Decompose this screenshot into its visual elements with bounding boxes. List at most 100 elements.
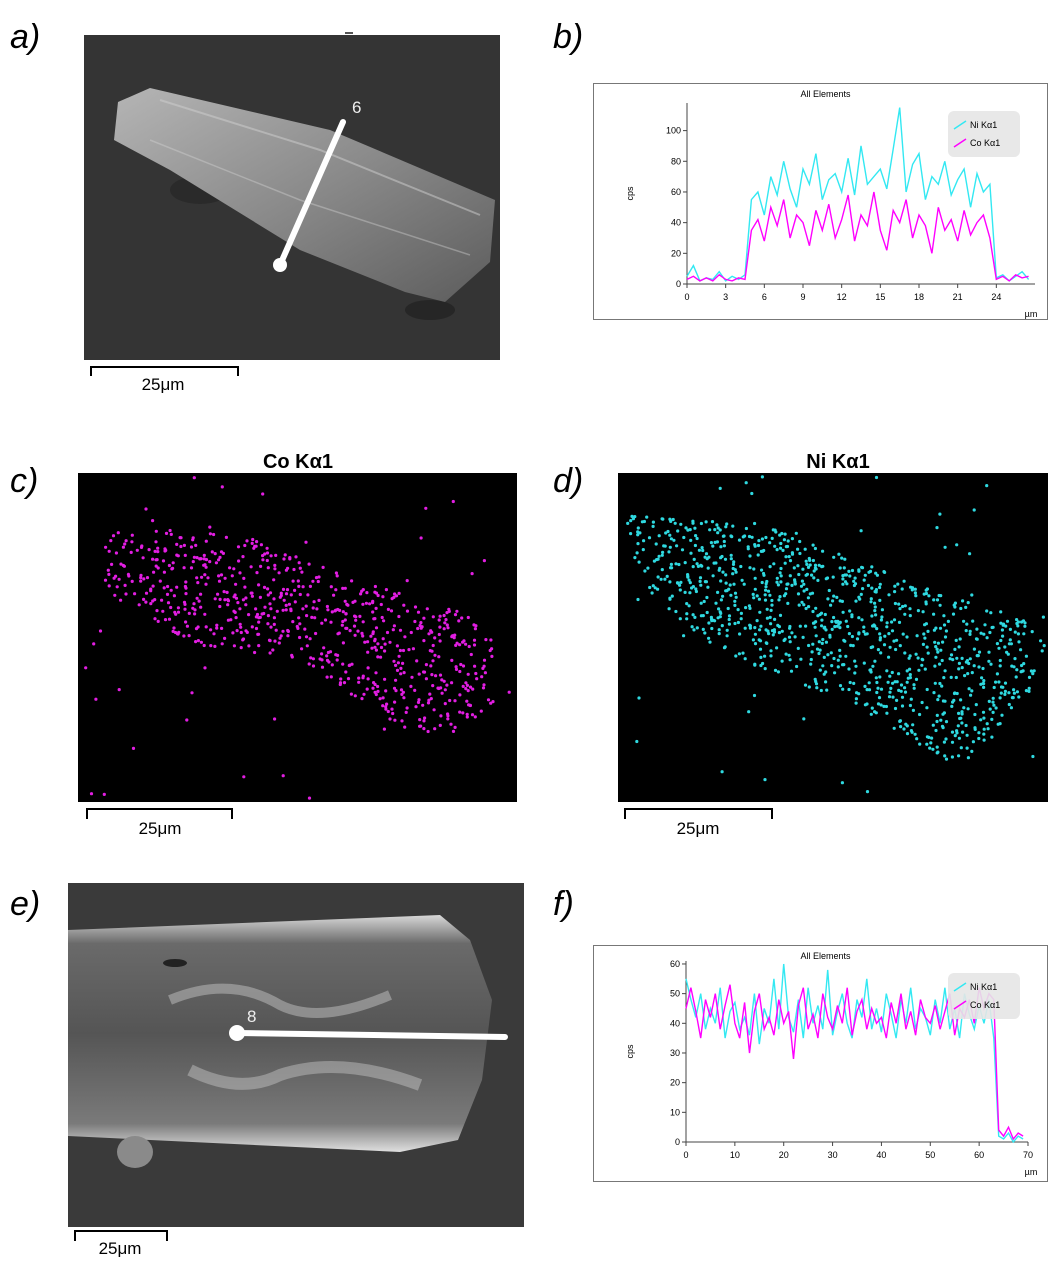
x-tick-label: 70 bbox=[1023, 1150, 1033, 1160]
eds-dot bbox=[997, 646, 1001, 650]
eds-dot bbox=[431, 684, 435, 688]
eds-dot bbox=[266, 587, 270, 591]
eds-dot bbox=[311, 657, 315, 661]
eds-dot bbox=[651, 520, 656, 524]
eds-dot bbox=[987, 699, 991, 704]
eds-dot bbox=[897, 672, 901, 676]
eds-dot bbox=[1019, 648, 1023, 652]
eds-dot bbox=[678, 588, 682, 592]
eds-dot bbox=[783, 561, 787, 565]
eds-dot bbox=[277, 571, 281, 575]
eds-dot bbox=[737, 652, 742, 656]
eds-dot bbox=[784, 587, 789, 591]
eds-dot bbox=[747, 534, 752, 539]
eds-dot bbox=[800, 600, 804, 604]
eds-dot bbox=[427, 632, 431, 636]
eds-dot bbox=[388, 640, 392, 644]
eds-dot bbox=[304, 540, 308, 544]
sem-particle bbox=[117, 1136, 153, 1168]
eds-dot bbox=[489, 638, 493, 642]
eds-dot bbox=[304, 604, 308, 608]
eds-dot bbox=[821, 664, 825, 668]
eds-dot bbox=[813, 563, 818, 567]
eds-dot bbox=[130, 579, 134, 584]
eds-dot bbox=[736, 620, 741, 625]
eds-dot bbox=[131, 746, 136, 751]
eds-dot bbox=[713, 540, 717, 545]
eds-dot bbox=[733, 621, 737, 626]
eds-dot bbox=[297, 584, 301, 589]
eds-dot bbox=[294, 555, 298, 559]
eds-dot bbox=[832, 555, 836, 559]
eds-dot bbox=[342, 681, 347, 685]
eds-dot bbox=[419, 536, 423, 540]
eds-dot bbox=[393, 700, 397, 704]
eds-dot bbox=[663, 544, 667, 548]
eds-dot bbox=[192, 602, 196, 606]
eds-dot bbox=[334, 571, 338, 575]
eds-dot bbox=[206, 576, 210, 580]
eds-dot bbox=[317, 598, 321, 603]
eds-dot bbox=[803, 547, 807, 551]
eds-dot bbox=[943, 669, 947, 673]
eds-dot bbox=[923, 623, 927, 627]
eds-dot bbox=[944, 629, 949, 633]
eds-dot bbox=[250, 594, 254, 598]
eds-dots bbox=[84, 476, 511, 800]
eds-dot bbox=[153, 598, 157, 602]
eds-dot bbox=[899, 683, 904, 687]
eds-dot bbox=[762, 573, 766, 577]
eds-dot bbox=[873, 605, 877, 609]
eds-dot bbox=[854, 697, 859, 701]
eds-dot bbox=[196, 639, 200, 643]
eds-dot bbox=[1030, 630, 1034, 634]
eds-dot bbox=[630, 514, 634, 519]
eds-dot bbox=[731, 566, 735, 571]
eds-dot bbox=[311, 664, 316, 668]
eds-dot bbox=[829, 651, 833, 655]
x-tick-label: 20 bbox=[779, 1150, 789, 1160]
legend-swatch bbox=[953, 982, 967, 992]
eds-dot bbox=[166, 584, 170, 589]
eds-dot bbox=[296, 579, 300, 583]
eds-dot bbox=[924, 602, 928, 606]
eds-dot bbox=[310, 615, 314, 620]
eds-dot bbox=[782, 638, 786, 643]
eds-dot bbox=[897, 620, 902, 625]
eds-dot bbox=[920, 657, 924, 661]
eds-dot bbox=[871, 645, 875, 649]
eds-dot bbox=[386, 709, 390, 714]
eds-dot bbox=[104, 545, 108, 549]
eds-dot bbox=[961, 730, 965, 734]
y-tick-label: 30 bbox=[670, 1048, 680, 1058]
eds-dot bbox=[410, 675, 414, 679]
eds-dot bbox=[938, 681, 942, 686]
eds-dot bbox=[103, 578, 108, 582]
eds-dot bbox=[887, 655, 891, 659]
eds-dot bbox=[289, 609, 293, 613]
eds-dot bbox=[752, 693, 757, 698]
eds-dot bbox=[656, 587, 660, 591]
eds-dot bbox=[998, 664, 1002, 668]
eds-dot bbox=[798, 551, 802, 556]
eds-dot bbox=[720, 770, 724, 774]
eds-dot bbox=[660, 553, 664, 557]
eds-dot bbox=[889, 686, 893, 691]
eds-dot bbox=[788, 574, 792, 578]
eds-dot bbox=[704, 580, 709, 584]
eds-dot bbox=[422, 616, 426, 620]
eds-dot bbox=[343, 599, 347, 603]
eds-dot bbox=[934, 728, 938, 733]
eds-dot bbox=[192, 555, 196, 559]
eds-dot bbox=[847, 667, 851, 671]
eds-dot bbox=[965, 733, 969, 737]
eds-dot bbox=[803, 683, 808, 687]
eds-dot bbox=[867, 688, 872, 692]
eds-dot bbox=[756, 543, 761, 548]
eds-dot bbox=[764, 641, 768, 645]
eds-dot bbox=[235, 629, 239, 633]
eds-dot bbox=[938, 662, 942, 666]
eds-dot bbox=[325, 604, 329, 609]
eds-dot bbox=[161, 609, 165, 613]
eds-dot bbox=[272, 597, 276, 601]
